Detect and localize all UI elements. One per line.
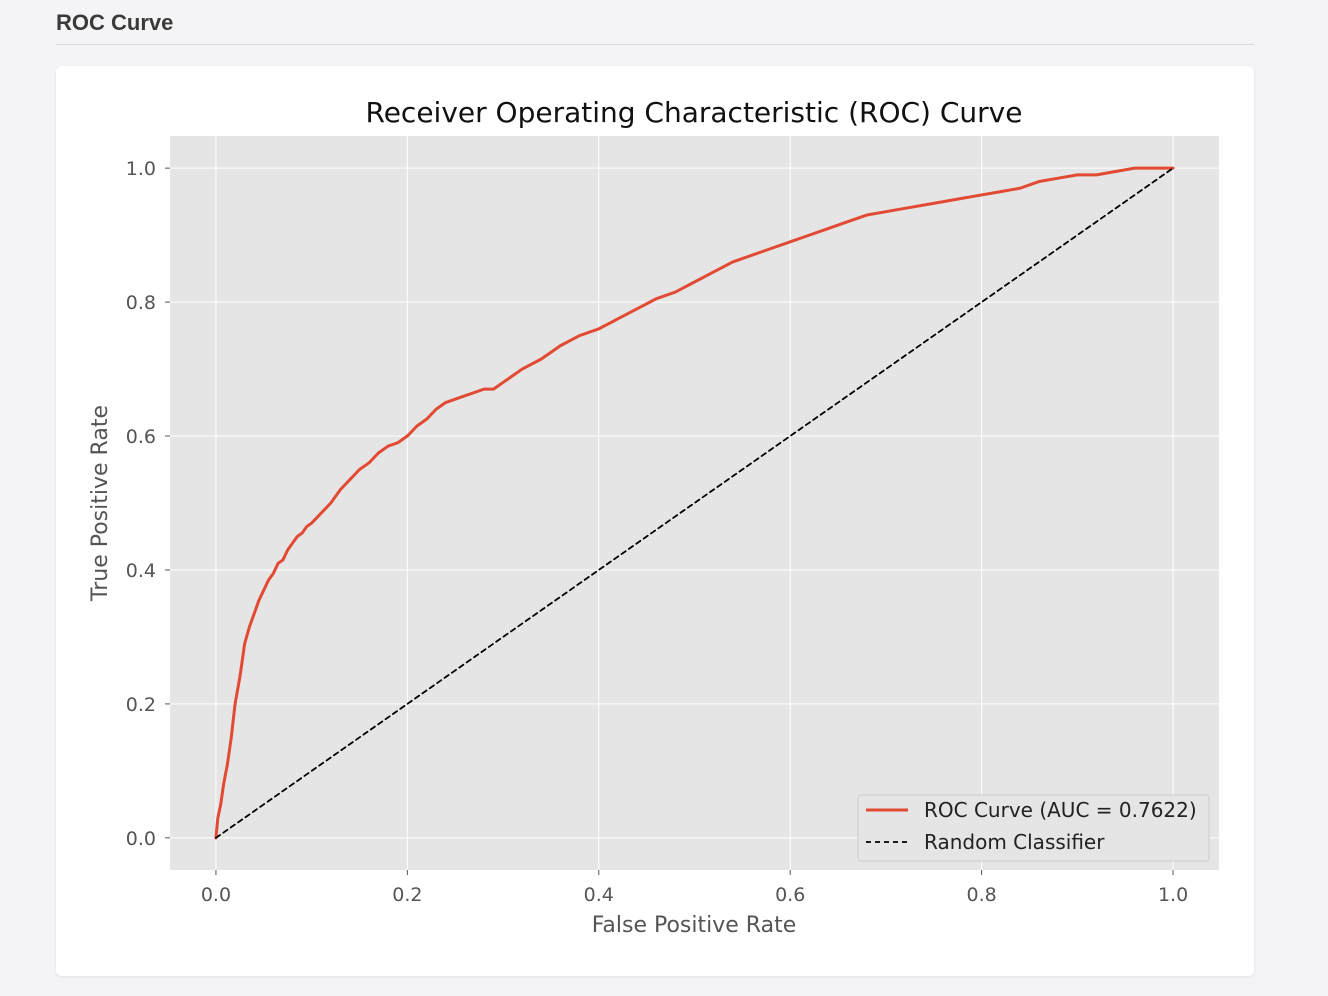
y-tick-label: 0.8 xyxy=(126,292,156,314)
x-tick-label: 0.6 xyxy=(775,884,805,906)
series-layer xyxy=(214,166,1175,840)
section-title: ROC Curve xyxy=(56,10,174,35)
y-tick-label: 0.0 xyxy=(126,828,156,850)
chart-title: Receiver Operating Characteristic (ROC) … xyxy=(366,96,1023,129)
legend-box xyxy=(857,794,1210,862)
x-tick-label: 0.0 xyxy=(201,884,231,906)
roc-curve-line xyxy=(214,166,1175,840)
x-tick-label: 0.2 xyxy=(392,884,422,906)
section-divider xyxy=(56,44,1254,45)
y-tick-label: 0.4 xyxy=(126,560,156,582)
y-tick-label: 0.6 xyxy=(126,426,156,448)
y-axis-label: True Positive Rate xyxy=(88,405,113,602)
x-tick-label: 0.8 xyxy=(967,884,997,906)
axis-ticks: 0.0 0.2 0.4 0.6 0.8 1.0 0.0 0.2 0.4 0.6 0.8 1.0 xyxy=(126,158,1188,906)
random-classifier-line xyxy=(215,167,1174,839)
legend: ROC Curve (AUC = 0.7622) Random Classifi… xyxy=(857,794,1210,862)
y-tick-label: 1.0 xyxy=(126,158,156,180)
grid-lines xyxy=(170,136,1219,870)
x-axis-label: False Positive Rate xyxy=(592,913,796,938)
legend-label-random: Random Classifier xyxy=(924,830,1105,854)
legend-label-roc: ROC Curve (AUC = 0.7622) xyxy=(924,798,1197,822)
y-tick-label: 0.2 xyxy=(126,694,156,716)
x-tick-label: 0.4 xyxy=(584,884,614,906)
x-tick-label: 1.0 xyxy=(1158,884,1188,906)
